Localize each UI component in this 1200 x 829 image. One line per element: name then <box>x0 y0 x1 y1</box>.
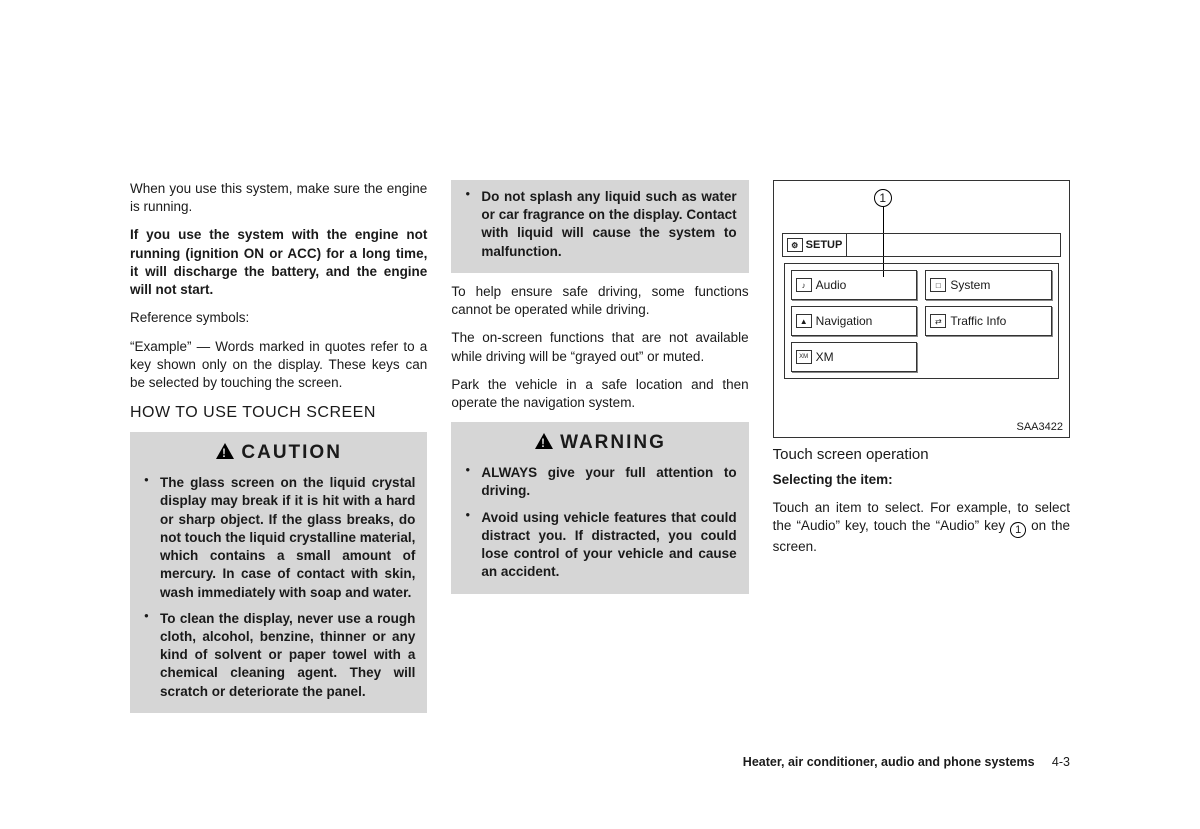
column-1: When you use this system, make sure the … <box>130 180 427 760</box>
xm-icon: XM <box>796 350 812 364</box>
caution-list: The glass screen on the liquid crystal d… <box>142 474 415 701</box>
setup-bar-blank <box>846 234 1060 256</box>
selecting-item-body: Touch an item to select. For example, to… <box>773 499 1070 556</box>
menu-grid: ♪ Audio □ System ▲ Navigation ⇄ <box>784 263 1059 379</box>
warning-triangle-icon: ! <box>534 432 554 456</box>
svg-text:!: ! <box>541 436 547 450</box>
caution-item: To clean the display, never use a rough … <box>142 610 415 701</box>
reference-symbols-label: Reference symbols: <box>130 309 427 327</box>
system-icon: □ <box>930 278 946 292</box>
inline-callout-number: 1 <box>1010 522 1026 538</box>
touchscreen-figure: 1 ⚙ SETUP ♪ Audio □ System <box>773 180 1070 438</box>
selecting-item-label: Selecting the item: <box>773 471 1070 489</box>
body-text: To help ensure safe driving, some functi… <box>451 283 748 319</box>
menu-button-label: Traffic Info <box>950 314 1006 328</box>
traffic-icon: ⇄ <box>930 314 946 328</box>
caution-triangle-icon: ! <box>215 442 235 466</box>
column-2: Do not splash any liquid such as water o… <box>451 180 748 760</box>
warning-item: Avoid using vehicle features that could … <box>463 509 736 582</box>
intro-text: When you use this system, make sure the … <box>130 180 427 216</box>
caution-item: Do not splash any liquid such as water o… <box>463 188 736 261</box>
caution-item: The glass screen on the liquid crystal d… <box>142 474 415 602</box>
engine-warning: If you use the system with the engine no… <box>130 226 427 299</box>
caution-box: ! CAUTION The glass screen on the liquid… <box>130 432 427 713</box>
figure-id: SAA3422 <box>1017 421 1063 433</box>
page-footer: Heater, air conditioner, audio and phone… <box>743 755 1070 769</box>
menu-button-label: XM <box>816 350 834 364</box>
menu-button-label: System <box>950 278 990 292</box>
navigation-icon: ▲ <box>796 314 812 328</box>
warning-title: ! WARNING <box>463 432 736 456</box>
footer-page-number: 4-3 <box>1052 755 1070 769</box>
audio-icon: ♪ <box>796 278 812 292</box>
subheading: Touch screen operation <box>773 446 1070 463</box>
menu-button-traffic-info[interactable]: ⇄ Traffic Info <box>925 306 1052 336</box>
menu-button-system[interactable]: □ System <box>925 270 1052 300</box>
setup-icon: ⚙ <box>787 238 803 252</box>
body-text: The on-screen functions that are not ava… <box>451 329 748 365</box>
menu-button-label: Audio <box>816 278 847 292</box>
menu-button-xm[interactable]: XM XM <box>791 342 918 372</box>
callout-number-circle: 1 <box>874 189 892 207</box>
warning-title-text: WARNING <box>560 432 666 453</box>
reference-symbols-body: “Example” — Words marked in quotes refer… <box>130 338 427 393</box>
setup-label: ⚙ SETUP <box>783 234 847 256</box>
setup-title-bar: ⚙ SETUP <box>782 233 1061 257</box>
setup-label-text: SETUP <box>806 239 843 251</box>
page-columns: When you use this system, make sure the … <box>130 180 1070 760</box>
section-heading: HOW TO USE TOUCH SCREEN <box>130 404 427 422</box>
warning-list: ALWAYS give your full attention to drivi… <box>463 464 736 581</box>
warning-item: ALWAYS give your full attention to drivi… <box>463 464 736 500</box>
caution-box-continued: Do not splash any liquid such as water o… <box>451 180 748 273</box>
menu-button-navigation[interactable]: ▲ Navigation <box>791 306 918 336</box>
menu-button-label: Navigation <box>816 314 873 328</box>
body-text: Park the vehicle in a safe location and … <box>451 376 748 412</box>
caution-title: ! CAUTION <box>142 442 415 466</box>
footer-section-title: Heater, air conditioner, audio and phone… <box>743 755 1035 769</box>
column-3: 1 ⚙ SETUP ♪ Audio □ System <box>773 180 1070 760</box>
caution-title-text: CAUTION <box>241 442 342 463</box>
svg-text:!: ! <box>222 446 228 460</box>
warning-box: ! WARNING ALWAYS give your full attentio… <box>451 422 748 593</box>
menu-button-audio[interactable]: ♪ Audio <box>791 270 918 300</box>
